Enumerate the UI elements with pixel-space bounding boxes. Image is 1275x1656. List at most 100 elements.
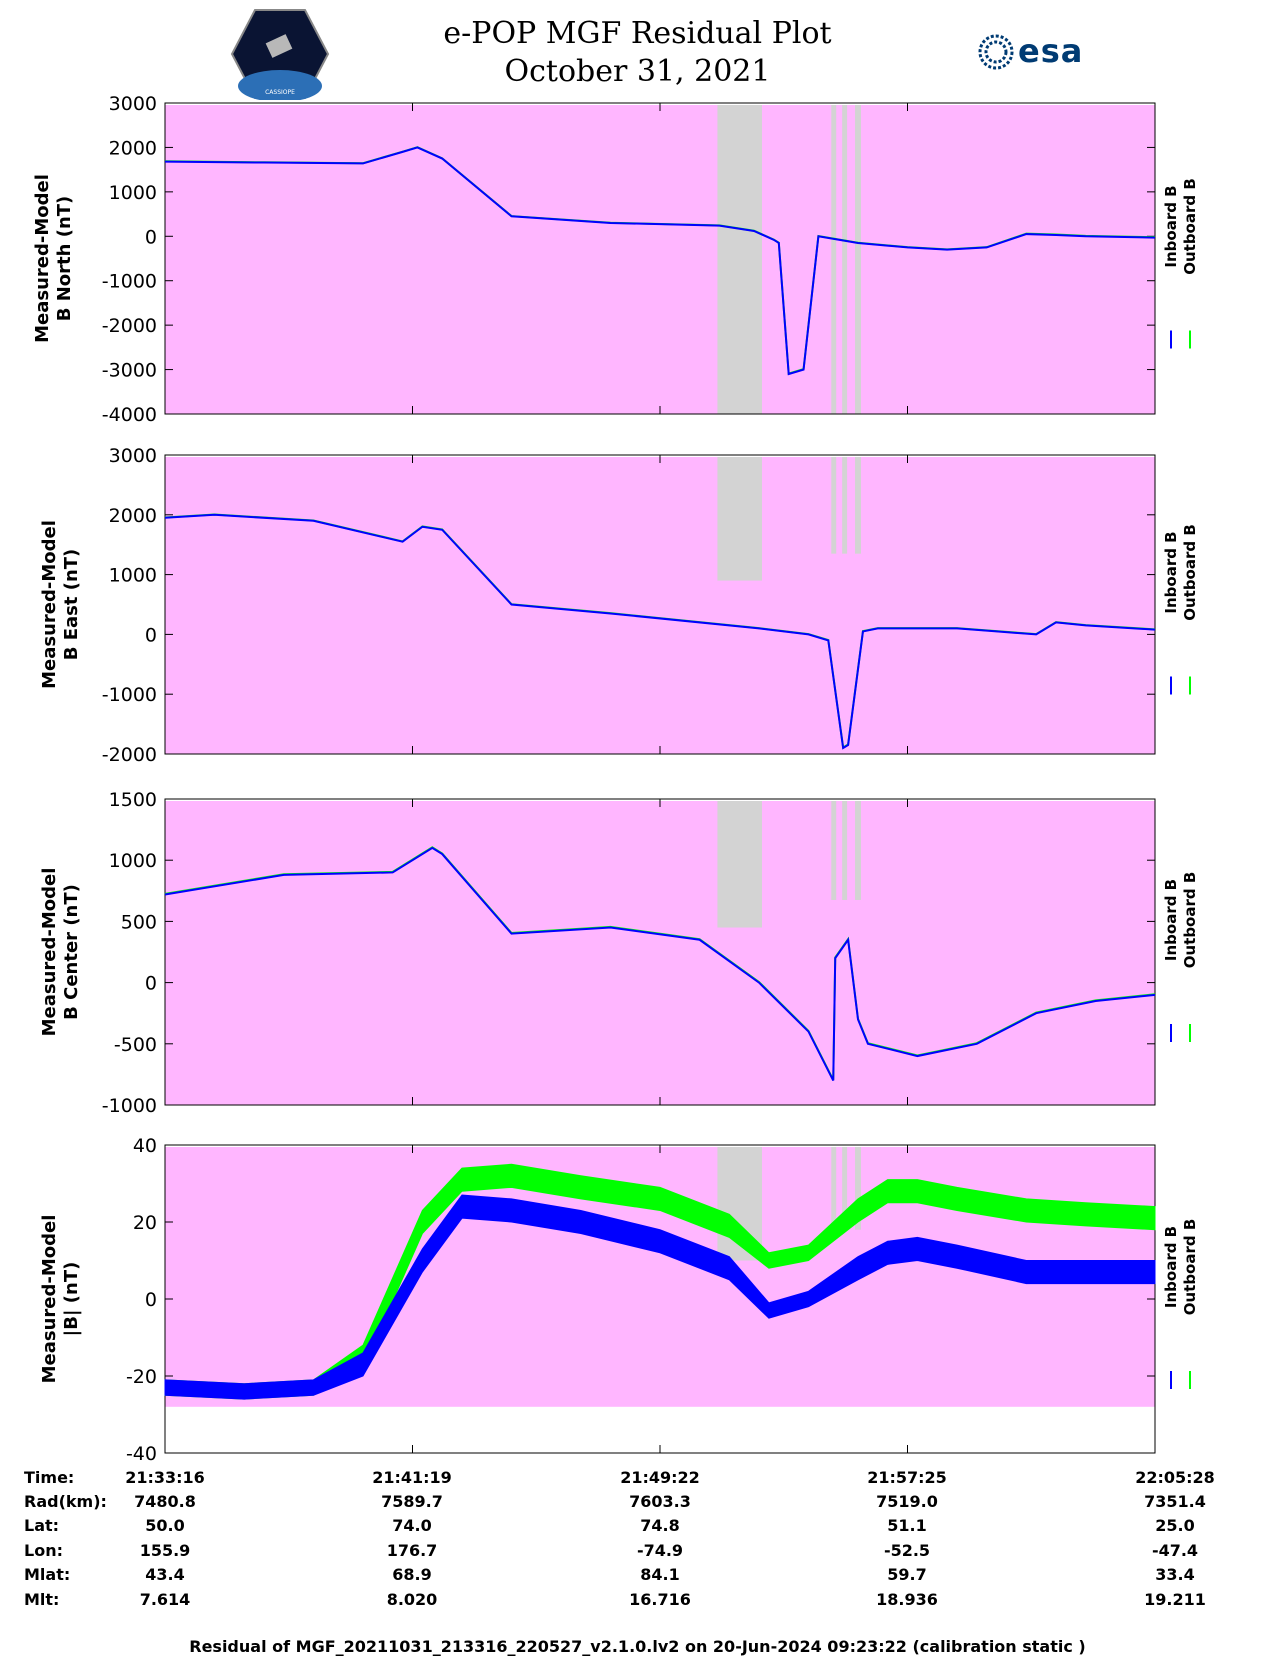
y-tick-label: -2000 <box>102 315 157 337</box>
y-axis-label: |B| (nT) <box>61 1262 82 1337</box>
ephemeris-value: 33.4 <box>1155 1565 1195 1584</box>
y-tick-label: -1000 <box>102 1095 157 1117</box>
data-gap-2-2 <box>831 457 837 554</box>
data-gap-2-3 <box>842 457 848 554</box>
ephemeris-label: Lat: <box>24 1516 60 1535</box>
data-gap-4-4 <box>855 1147 861 1230</box>
data-gap-1-4 <box>855 105 861 414</box>
y-tick-label: 3000 <box>109 93 157 115</box>
esa-logo-icon <box>978 34 1014 70</box>
plot-title: e-POP MGF Residual Plot <box>443 16 832 51</box>
y-tick-label: 40 <box>133 1135 157 1157</box>
ephemeris-value: 74.8 <box>640 1516 680 1535</box>
y-tick-label: 1500 <box>109 789 157 811</box>
data-gap-3-4 <box>855 801 861 900</box>
y-axis-label: Measured-Model <box>39 868 60 1037</box>
y-axis-label: Measured-Model <box>39 520 60 689</box>
y-tick-label: -1000 <box>102 271 157 293</box>
ephemeris-value: 21:57:25 <box>867 1468 947 1487</box>
y-tick-label: -2000 <box>102 744 157 766</box>
ephemeris-value: 7.614 <box>139 1590 191 1609</box>
plot-background-2 <box>165 457 1155 754</box>
ephemeris-value: 8.020 <box>386 1590 438 1609</box>
ephemeris-value: 19.211 <box>1144 1590 1206 1609</box>
plot-background-1 <box>165 105 1155 414</box>
data-gap-4-3 <box>842 1147 848 1230</box>
ephemeris-value: 25.0 <box>1155 1516 1195 1535</box>
esa-logo-text: esa <box>1018 32 1084 70</box>
data-gap-2-4 <box>855 457 861 554</box>
ephemeris-value: 18.936 <box>876 1590 938 1609</box>
ephemeris-value: 43.4 <box>145 1565 185 1584</box>
data-gap-3-2 <box>831 801 837 900</box>
y-tick-label: -20 <box>126 1366 157 1388</box>
series-line-inboard <box>164 146 1156 376</box>
ephemeris-label: Mlt: <box>24 1590 60 1609</box>
data-gap-1-3 <box>842 105 848 414</box>
ephemeris-value: 68.9 <box>392 1565 432 1584</box>
legend-outboard-label: Outboard B <box>1181 1219 1199 1316</box>
data-gap-1-2 <box>831 105 837 414</box>
ephemeris-value: 7480.8 <box>134 1492 196 1511</box>
ephemeris-value: 84.1 <box>640 1565 680 1584</box>
legend-inboard-label: Inboard B <box>1162 1226 1180 1308</box>
ephemeris-value: 21:49:22 <box>620 1468 700 1487</box>
legend-outboard-label: Outboard B <box>1181 178 1199 275</box>
ephemeris-value: 22:05:28 <box>1135 1468 1215 1487</box>
data-gap-3-1 <box>717 801 762 928</box>
legend-outboard-label: Outboard B <box>1181 872 1199 969</box>
legend-inboard-label: Inboard B <box>1162 185 1180 267</box>
plot-background-3 <box>165 801 1155 1105</box>
ephemeris-value: 16.716 <box>629 1590 691 1609</box>
plot-date: October 31, 2021 <box>504 54 771 89</box>
ephemeris-label: Rad(km): <box>24 1492 107 1511</box>
y-axis-label: B East (nT) <box>61 549 82 661</box>
series-band-outboard <box>164 1163 1156 1400</box>
ephemeris-value: 7589.7 <box>381 1492 443 1511</box>
y-tick-label: 1000 <box>109 850 157 872</box>
y-tick-label: -3000 <box>102 360 157 382</box>
ephemeris-value: 74.0 <box>392 1516 432 1535</box>
ephemeris-label: Lon: <box>24 1541 63 1560</box>
series-line-inboard <box>164 846 1156 1081</box>
y-tick-label: 20 <box>133 1212 157 1234</box>
y-tick-label: 0 <box>145 973 157 995</box>
ephemeris-value: 7519.0 <box>876 1492 938 1511</box>
ephemeris-value: 51.1 <box>887 1516 927 1535</box>
header: CASSIOPE esa e-POP MGF Residual Plot Oct… <box>0 0 1275 100</box>
series-line-inboard <box>164 513 1156 750</box>
ephemeris-value: -47.4 <box>1151 1541 1199 1560</box>
y-tick-label: 1000 <box>109 182 157 204</box>
y-tick-label: 3000 <box>109 445 157 467</box>
footer-caption: Residual of MGF_20211031_213316_220527_v… <box>189 1637 1086 1656</box>
y-axis-label: B Center (nT) <box>61 884 82 1020</box>
y-axis-label: Measured-Model <box>39 1215 60 1384</box>
epop-mission-logo: CASSIOPE <box>230 9 330 100</box>
data-gap-2-1 <box>717 457 762 581</box>
ephemeris-value: 50.0 <box>145 1516 185 1535</box>
ephemeris-value: 59.7 <box>887 1565 927 1584</box>
y-tick-label: 0 <box>145 624 157 646</box>
y-tick-label: 0 <box>145 1289 157 1311</box>
legend-outboard-label: Outboard B <box>1181 524 1199 621</box>
legend-inboard-label: Inboard B <box>1162 531 1180 613</box>
y-tick-label: -4000 <box>102 404 157 426</box>
ephemeris-label: Mlat: <box>24 1565 71 1584</box>
y-tick-label: 0 <box>145 226 157 248</box>
y-tick-label: 500 <box>121 911 157 933</box>
ephemeris-value: 7603.3 <box>629 1492 691 1511</box>
ephemeris-label: Time: <box>24 1468 75 1487</box>
y-tick-label: 1000 <box>109 565 157 587</box>
y-axis-label: Measured-Model <box>32 174 53 343</box>
ephemeris-value: -52.5 <box>883 1541 931 1560</box>
ephemeris-value: 21:41:19 <box>372 1468 452 1487</box>
legend-inboard-label: Inboard B <box>1162 879 1180 961</box>
data-gap-1-1 <box>717 105 762 414</box>
y-tick-label: 2000 <box>109 505 157 527</box>
y-tick-label: 2000 <box>109 137 157 159</box>
data-gap-4-2 <box>831 1147 837 1230</box>
y-tick-label: -500 <box>114 1034 157 1056</box>
y-tick-label: -40 <box>126 1443 157 1465</box>
ephemeris-value: 7351.4 <box>1144 1492 1206 1511</box>
